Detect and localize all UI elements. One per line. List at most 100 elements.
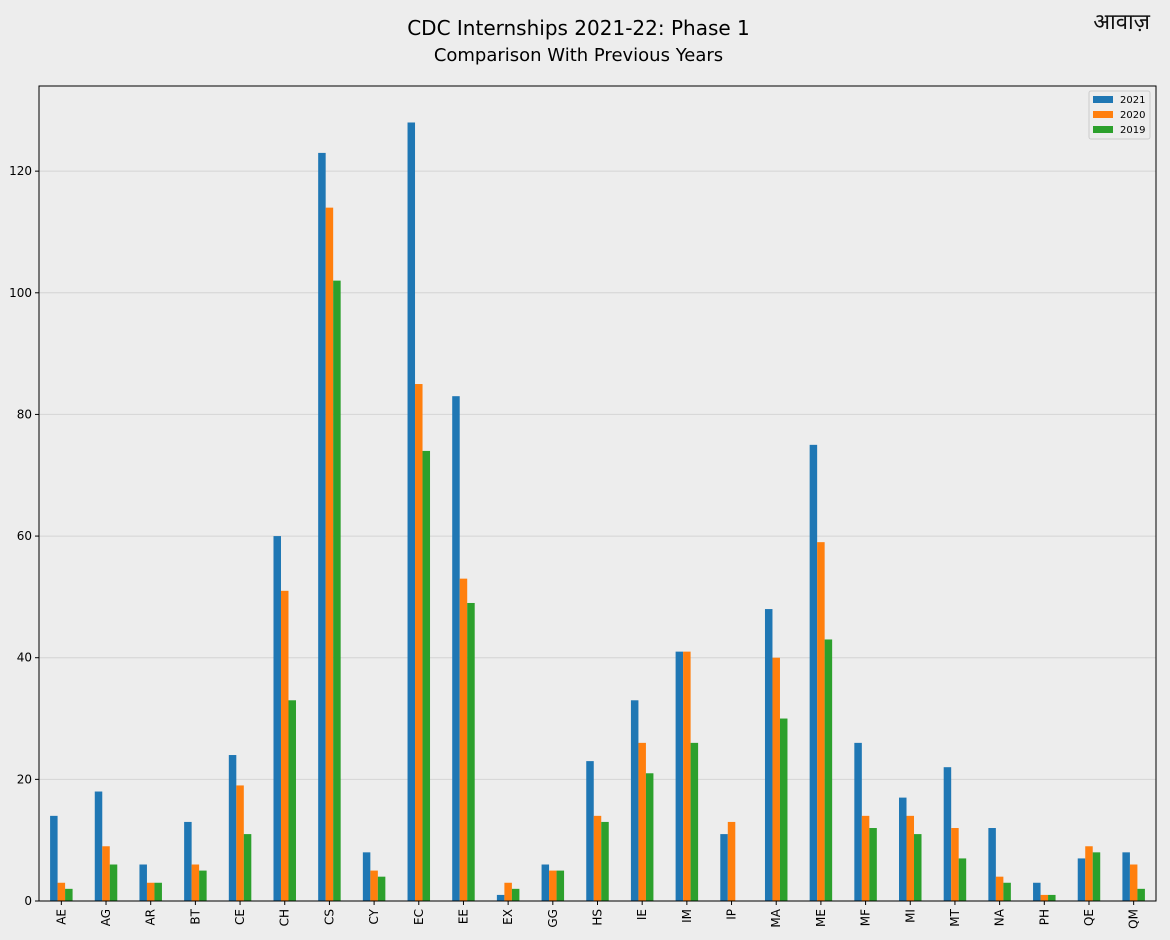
y-tick-label: 80 bbox=[17, 407, 32, 421]
x-tick-label: CE bbox=[233, 909, 247, 925]
x-tick-label: AR bbox=[144, 909, 158, 926]
bar-2019-IM bbox=[690, 742, 699, 901]
legend-swatch-2021 bbox=[1093, 96, 1113, 103]
bar-2020-NA bbox=[995, 876, 1004, 901]
bar-2019-QE bbox=[1092, 852, 1101, 901]
x-tick-label: PH bbox=[1037, 909, 1051, 925]
bar-2020-CY bbox=[370, 870, 378, 901]
x-tick-label: MI bbox=[903, 909, 917, 923]
x-tick-label: MA bbox=[769, 908, 783, 927]
x-tick-label: CY bbox=[367, 908, 381, 924]
bar-2020-CS bbox=[325, 207, 334, 901]
bar-2021-CH bbox=[273, 536, 281, 901]
x-tick-label: MF bbox=[859, 909, 873, 926]
bar-2020-HS bbox=[593, 815, 602, 901]
y-tick-label: 120 bbox=[9, 164, 32, 178]
bar-2019-EC bbox=[422, 450, 431, 901]
bar-2019-ME bbox=[824, 639, 833, 901]
bar-2020-EE bbox=[459, 578, 468, 901]
bar-2019-AR bbox=[154, 882, 162, 901]
bar-2020-EC bbox=[415, 384, 423, 901]
bars bbox=[50, 122, 1145, 902]
x-tick-label: IM bbox=[680, 909, 694, 923]
bar-2021-HS bbox=[586, 761, 594, 901]
bar-2020-ME bbox=[817, 542, 825, 901]
legend-swatch-2020 bbox=[1093, 111, 1113, 118]
bar-2020-GG bbox=[549, 870, 557, 901]
bar-2020-QE bbox=[1085, 846, 1093, 901]
x-tick-label: GG bbox=[546, 909, 560, 928]
bar-2020-EX bbox=[504, 882, 512, 901]
bar-2021-BT bbox=[184, 821, 192, 901]
bar-2019-EE bbox=[467, 602, 475, 901]
plot-area bbox=[39, 86, 1156, 901]
bar-2020-MF bbox=[861, 815, 870, 901]
bar-2019-AE bbox=[65, 888, 73, 901]
y-tick-label: 0 bbox=[24, 894, 32, 908]
bar-2020-MA bbox=[772, 657, 780, 901]
bar-2021-MF bbox=[854, 742, 862, 901]
x-tick-label: EX bbox=[501, 909, 515, 925]
bar-2021-QE bbox=[1077, 858, 1086, 901]
x-tick-label: QM bbox=[1127, 909, 1141, 929]
bar-2021-AE bbox=[50, 815, 58, 901]
bar-2021-CS bbox=[318, 152, 326, 902]
y-tick-label: 20 bbox=[17, 772, 32, 786]
chart-title: CDC Internships 2021-22: Phase 1 bbox=[407, 16, 750, 40]
bar-2021-GG bbox=[541, 864, 550, 901]
legend-label: 2021 bbox=[1120, 95, 1145, 106]
bar-2019-HS bbox=[601, 821, 609, 901]
bar-2020-IE bbox=[638, 742, 646, 901]
bar-2021-MI bbox=[899, 797, 907, 901]
bar-2019-BT bbox=[199, 870, 207, 901]
bar-2021-EX bbox=[496, 894, 505, 901]
bar-2019-AG bbox=[109, 864, 118, 901]
bar-2021-AG bbox=[94, 791, 103, 901]
x-axis: AE AG AR BT CE CH CS CY EC EE EX GG HS IE IM IP MA ME MF MI… bbox=[54, 901, 1141, 929]
bar-2020-CH bbox=[280, 590, 289, 901]
bar-2020-AR bbox=[146, 882, 155, 901]
bar-2019-CS bbox=[333, 280, 341, 902]
bar-2019-CE bbox=[243, 834, 252, 901]
x-tick-label: IP bbox=[725, 909, 739, 920]
bar-2019-IE bbox=[645, 773, 654, 901]
legend-label: 2020 bbox=[1120, 110, 1145, 121]
bar-2021-IE bbox=[630, 700, 639, 901]
bar-2021-AR bbox=[139, 864, 147, 901]
bar-2020-CE bbox=[236, 785, 244, 901]
x-tick-label: QE bbox=[1082, 909, 1096, 926]
chart-subtitle: Comparison With Previous Years bbox=[433, 45, 724, 66]
bar-2020-BT bbox=[191, 864, 200, 901]
x-tick-label: CH bbox=[278, 909, 292, 926]
bar-2019-QM bbox=[1137, 888, 1145, 901]
bar-2021-IP bbox=[720, 834, 728, 901]
y-axis: 0 20 40 60 80 100 120 bbox=[9, 164, 39, 908]
bar-2019-CH bbox=[288, 700, 296, 901]
x-tick-label: HS bbox=[591, 909, 605, 926]
bar-2019-MA bbox=[779, 718, 788, 901]
bar-2021-MT bbox=[943, 767, 952, 901]
bar-2021-IM bbox=[675, 651, 684, 901]
x-tick-label: CS bbox=[322, 909, 336, 925]
bar-2021-CE bbox=[228, 755, 237, 901]
bar-2020-MI bbox=[906, 815, 915, 901]
legend: 2021 2020 2019 bbox=[1088, 90, 1151, 140]
x-tick-label: AE bbox=[54, 909, 68, 925]
y-tick-label: 100 bbox=[9, 286, 32, 300]
bar-2019-PH bbox=[1048, 894, 1056, 901]
bar-2019-MT bbox=[958, 858, 967, 901]
bar-2021-QM bbox=[1122, 852, 1130, 901]
bar-2020-AE bbox=[57, 882, 66, 901]
bar-2019-MI bbox=[914, 834, 922, 901]
x-tick-label: EC bbox=[412, 909, 426, 925]
awaaz-logo: आवाज़ bbox=[1093, 10, 1150, 35]
x-tick-label: MT bbox=[948, 908, 962, 926]
bar-2019-GG bbox=[556, 870, 565, 901]
bar-2021-NA bbox=[988, 828, 996, 901]
legend-swatch-2019 bbox=[1093, 126, 1113, 133]
bar-2019-EX bbox=[511, 888, 520, 901]
bar-2021-CY bbox=[362, 852, 371, 901]
x-tick-label: AG bbox=[99, 909, 113, 926]
bar-2020-AG bbox=[102, 846, 110, 901]
